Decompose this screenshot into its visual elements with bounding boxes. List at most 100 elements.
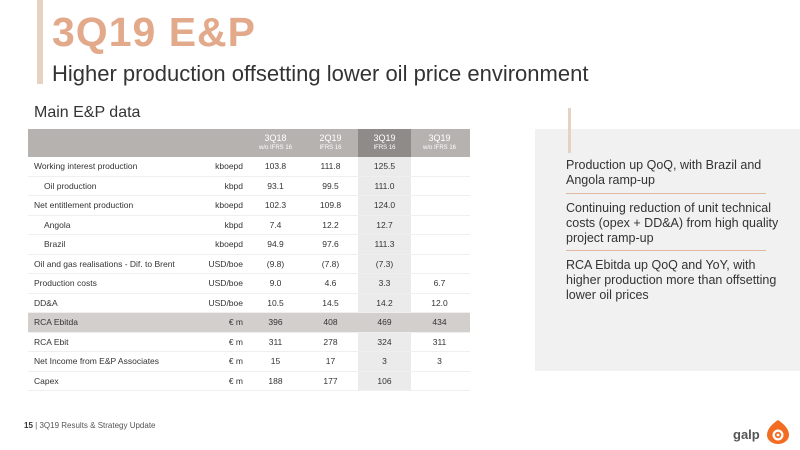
highlight-divider [566, 193, 766, 194]
highlight-text: RCA Ebitda up QoQ and YoY, with higher p… [566, 258, 777, 302]
cell: 10.5 [267, 297, 284, 308]
page-subtitle: Higher production offsetting lower oil p… [52, 61, 589, 86]
highlight-text: Continuing reduction of unit technical c… [566, 201, 779, 245]
table-row: Working interest production kboepd 103.8… [28, 157, 470, 177]
row-label: Brazil [44, 239, 66, 249]
cell: 9.0 [269, 278, 282, 288]
cell: 111.8 [320, 161, 341, 171]
highlight-text: Production up QoQ, with Brazil and Angol… [566, 158, 762, 187]
row-unit: kbpd [224, 219, 243, 230]
row-label: Working interest production [34, 161, 138, 171]
cell: 3.3 [378, 278, 391, 288]
row-label: Capex [34, 375, 59, 386]
cell: 106 [377, 375, 392, 386]
row-label: DD&A [34, 297, 58, 308]
title-accent-bar [37, 0, 43, 84]
cell: 111.3 [374, 239, 395, 249]
cell: 111.0 [374, 180, 395, 191]
row-label: Net Income from E&P Associates [34, 356, 160, 366]
cell: (7.8) [321, 258, 340, 269]
highlight-column-3q19 [358, 129, 411, 390]
row-unit: € m [228, 317, 243, 327]
row-unit: kbpd [224, 180, 243, 191]
row-unit: kboepd [215, 161, 243, 171]
cell: 408 [323, 317, 338, 327]
column-header: 3Q18 w/o IFRS 16 [258, 133, 292, 151]
row-label: Production costs [34, 278, 97, 288]
cell: 17 [325, 356, 336, 366]
cell: 15 [270, 356, 281, 366]
table-row: RCA Ebit € m 311 278 324 311 [28, 333, 470, 352]
cell: 12.0 [431, 297, 448, 308]
column-header-selected: 3Q19 IFRS 16 [358, 129, 411, 157]
cell: 125.5 [373, 161, 396, 171]
cell: 14.2 [376, 297, 393, 308]
highlight-divider [566, 250, 766, 251]
cell: 188 [268, 375, 283, 386]
row-unit: € m [228, 336, 243, 347]
cell: 124.0 [373, 200, 396, 210]
cell: 3 [382, 356, 387, 366]
row-unit: USD/boe [208, 297, 244, 308]
cell: 109.8 [319, 200, 342, 210]
row-unit: kboepd [215, 239, 243, 249]
cell: 102.3 [264, 200, 287, 210]
table-row: Oil production kbpd 93.1 99.5 111.0 [28, 177, 470, 196]
row-label: RCA Ebitda [34, 317, 78, 327]
cell: 94.9 [267, 239, 284, 249]
row-label: Oil and gas realisations - Dif. to Brent [34, 258, 175, 269]
cell: (9.8) [266, 258, 285, 269]
cell: 311 [432, 336, 447, 347]
cell: 4.6 [324, 278, 337, 288]
cell: 103.8 [264, 161, 287, 171]
cell: (7.3) [375, 258, 394, 269]
table-row: Net Income from E&P Associates € m 15 17… [28, 352, 470, 372]
highlights-accent-bar [568, 108, 571, 153]
page-title: 3Q19 E&P [52, 9, 256, 55]
row-unit: € m [228, 375, 243, 386]
row-label: Oil production [44, 180, 97, 191]
row-unit: USD/boe [208, 258, 244, 269]
row-label: Angola [44, 219, 71, 230]
row-label: RCA Ebit [34, 336, 69, 347]
cell: 97.6 [322, 239, 339, 249]
cell: 469 [377, 317, 392, 327]
column-header: 3Q19 w/o IFRS 16 [422, 133, 456, 151]
row-unit: USD/boe [208, 278, 244, 288]
table-row: Oil and gas realisations - Dif. to Brent… [28, 255, 470, 274]
cell: 3 [437, 356, 442, 366]
column-header: 2Q19 IFRS 16 [319, 133, 342, 151]
cell: 6.7 [433, 278, 446, 288]
row-label: Net entitlement production [34, 200, 134, 210]
cell: 93.1 [267, 180, 284, 191]
cell: 12.7 [376, 219, 393, 230]
table-header: 3Q18 w/o IFRS 16 2Q19 IFRS 16 3Q19 IFRS … [28, 129, 470, 157]
table-row: Capex € m 188 177 106 [28, 372, 470, 391]
cell: 311 [268, 336, 283, 347]
section-title: Main E&P data [34, 104, 141, 121]
cell: 278 [323, 336, 338, 347]
table-row-highlighted: RCA Ebitda € m 396 408 469 434 [28, 313, 470, 333]
cell: 177 [323, 375, 338, 386]
table-row: Production costs USD/boe 9.0 4.6 3.3 6.7 [28, 274, 470, 294]
page-number: 15 [24, 421, 33, 430]
cell: 7.4 [269, 219, 282, 230]
table-row: DD&A USD/boe 10.5 14.5 14.2 12.0 [28, 294, 470, 313]
row-unit: kboepd [215, 200, 243, 210]
cell: 434 [432, 317, 447, 327]
footer-text: | 3Q19 Results & Strategy Update [35, 421, 156, 430]
cell: 324 [377, 336, 392, 347]
footer: 15 | 3Q19 Results & Strategy Update [24, 421, 156, 430]
galp-logo: galp [733, 419, 793, 450]
cell: 14.5 [322, 297, 339, 308]
table-row: Brazil kboepd 94.9 97.6 111.3 [28, 235, 470, 255]
row-unit: € m [228, 356, 243, 366]
cell: 12.2 [322, 219, 339, 230]
galp-flame-icon [763, 419, 793, 450]
logo-text: galp [733, 427, 760, 442]
table-row: Angola kbpd 7.4 12.2 12.7 [28, 216, 470, 235]
cell: 396 [268, 317, 283, 327]
cell: 99.5 [322, 180, 339, 191]
e-and-p-data-table: 3Q18 w/o IFRS 16 2Q19 IFRS 16 3Q19 IFRS … [28, 129, 470, 391]
table-row: Net entitlement production kboepd 102.3 … [28, 196, 470, 216]
